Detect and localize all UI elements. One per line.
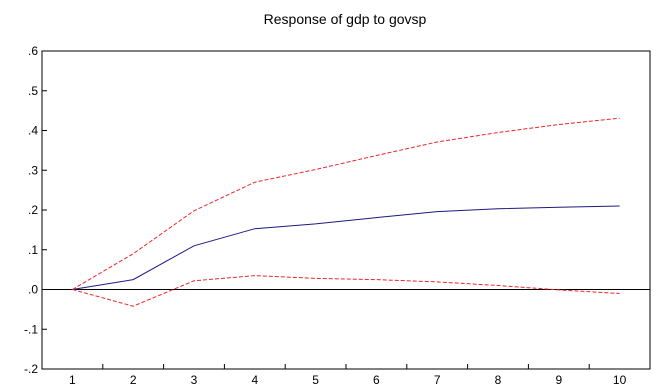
series-line-upper-band (72, 117, 620, 290)
chart-title: Response of gdp to govsp (264, 11, 427, 27)
y-tick-label: .6 (28, 44, 38, 58)
plot-frame (41, 50, 651, 370)
y-tick-label: -.1 (24, 322, 38, 336)
y-tick-label: .1 (28, 243, 38, 257)
x-tick-label: 10 (613, 373, 627, 387)
series-line-response (72, 205, 620, 290)
x-tick-label: 3 (191, 373, 198, 387)
x-tick-label: 5 (312, 373, 319, 387)
y-tick-label: .0 (28, 283, 38, 297)
y-tick-label: .4 (28, 124, 38, 138)
y-tick-label: .3 (28, 163, 38, 177)
x-tick-label: 7 (434, 373, 441, 387)
x-tick-label: 1 (69, 373, 76, 387)
series-line-lower-band (72, 275, 620, 307)
x-tick-label: 2 (130, 373, 137, 387)
x-tick-label: 9 (555, 373, 562, 387)
x-tick-label: 8 (495, 373, 502, 387)
y-tick-label: -.2 (24, 362, 38, 376)
x-tick-label: 6 (373, 373, 380, 387)
y-tick-label: .2 (28, 203, 38, 217)
y-tick-label: .5 (28, 84, 38, 98)
x-tick-label: 4 (251, 373, 258, 387)
